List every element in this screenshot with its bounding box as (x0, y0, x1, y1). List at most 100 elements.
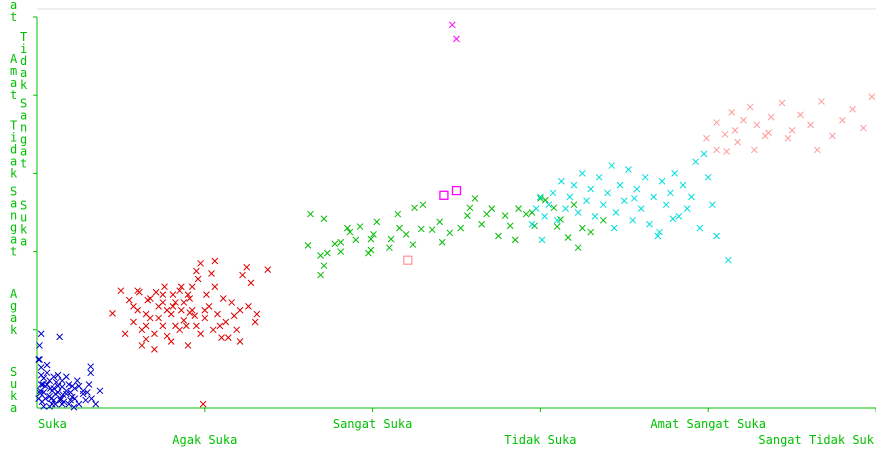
data-point (87, 363, 95, 370)
data-point (370, 231, 377, 238)
data-point (545, 201, 553, 209)
data-point (550, 204, 558, 212)
data-point (236, 306, 244, 314)
data-point (483, 210, 491, 218)
data-point (578, 170, 586, 177)
data-point (620, 197, 628, 205)
data-point (471, 195, 479, 202)
data-point (511, 236, 519, 244)
data-point (37, 381, 45, 388)
data-point (537, 193, 544, 201)
data-point (142, 322, 150, 330)
data-point (662, 201, 670, 209)
data-point (201, 314, 209, 322)
data-point (37, 387, 44, 395)
data-point (633, 185, 641, 193)
data-point (219, 295, 227, 302)
data-point (675, 213, 683, 220)
data-point (700, 150, 708, 158)
data-point (43, 361, 51, 369)
data-point (495, 232, 502, 240)
data-point (320, 215, 328, 223)
data-point (723, 148, 731, 155)
data-point (746, 103, 754, 111)
data-point (558, 177, 565, 185)
data-point (637, 205, 645, 212)
data-point (713, 146, 720, 154)
data-point (211, 257, 219, 265)
data-point (386, 244, 393, 252)
data-point (199, 400, 207, 408)
data-point (849, 105, 856, 113)
data-point (683, 205, 691, 212)
data-point (159, 299, 167, 306)
data-point (177, 306, 185, 314)
data-point (564, 234, 572, 241)
data-point (54, 382, 62, 390)
data-point (731, 127, 739, 134)
data-point (765, 129, 772, 137)
data-point (40, 389, 48, 396)
data-point (604, 189, 611, 197)
data-point (40, 403, 48, 410)
x-tick-label: Sangat Tidak Suk (758, 433, 874, 447)
data-point (721, 130, 729, 138)
data-point (595, 173, 603, 181)
data-point (264, 266, 272, 273)
data-point (574, 244, 582, 252)
data-point (163, 306, 171, 314)
data-point (658, 177, 666, 185)
data-point (612, 209, 620, 216)
data-point (142, 335, 150, 343)
data-point (323, 249, 331, 257)
data-point (740, 116, 747, 124)
data-point (438, 238, 446, 246)
data-point (75, 400, 83, 408)
data-point (151, 345, 158, 353)
data-point (402, 231, 410, 238)
data-point (134, 287, 142, 295)
data-point (346, 228, 354, 236)
data-point (58, 377, 66, 384)
data-point (696, 224, 704, 232)
data-point (337, 238, 345, 246)
data-point (161, 283, 168, 291)
data-point (214, 310, 221, 318)
data-point (40, 374, 48, 382)
data-point (233, 326, 241, 334)
data-point (788, 127, 796, 134)
data-point (320, 262, 328, 270)
data-point (152, 288, 160, 296)
data-point (373, 218, 381, 226)
data-point (253, 310, 261, 318)
data-point (583, 197, 590, 205)
x-tick-label: Sangat Suka (333, 417, 412, 431)
data-point (65, 381, 73, 388)
data-point (92, 400, 100, 408)
data-point (704, 173, 712, 181)
data-point (222, 318, 230, 326)
data-point (138, 342, 146, 349)
data-point (251, 318, 259, 326)
data-point (488, 205, 496, 212)
data-point (331, 240, 339, 248)
data-point (387, 235, 395, 243)
data-point (37, 330, 45, 338)
data-point (169, 291, 177, 298)
data-point (538, 236, 546, 244)
data-point (537, 195, 544, 202)
data-point (230, 312, 238, 320)
data-point (35, 356, 43, 363)
data-point (245, 302, 252, 310)
data-point (428, 226, 436, 234)
data-point (58, 400, 66, 408)
data-point (528, 220, 536, 228)
data-point (394, 210, 402, 218)
data-point (599, 216, 607, 224)
data-point (352, 236, 360, 244)
data-point (337, 248, 345, 255)
data-point (807, 121, 814, 129)
